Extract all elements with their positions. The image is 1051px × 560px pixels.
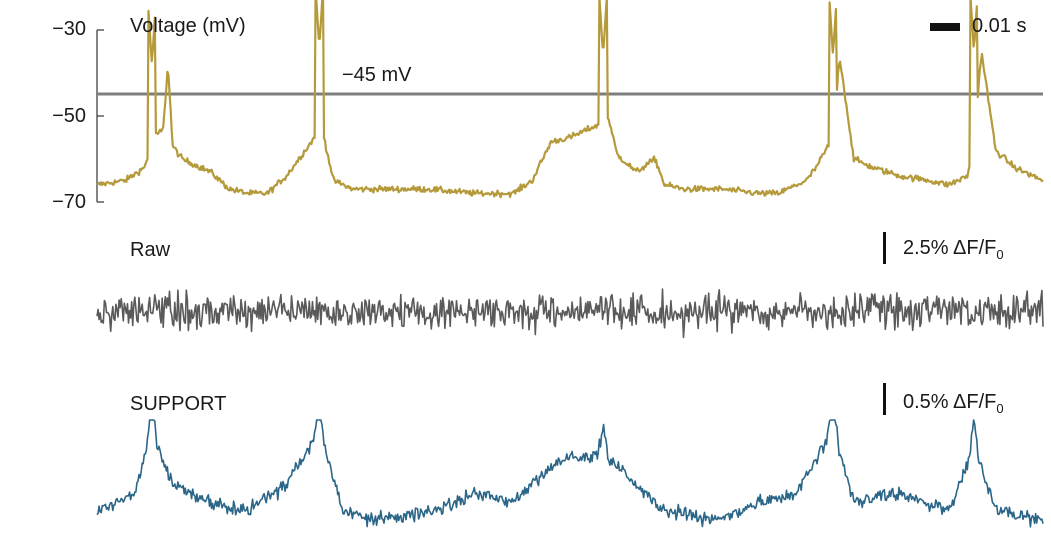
time-scale-label: 0.01 s xyxy=(972,15,1027,37)
support-scale-sub: 0 xyxy=(996,401,1004,416)
support-trace xyxy=(96,419,1044,528)
y-tick-label-minus30: −30 xyxy=(52,18,86,40)
voltage-title: Voltage (mV) xyxy=(130,15,246,37)
time-scale-bar xyxy=(930,23,960,31)
y-tick-label-minus50: −50 xyxy=(52,105,86,127)
raw-scale-sub: 0 xyxy=(996,247,1004,262)
support-scale-bar xyxy=(883,383,886,415)
support-title: SUPPORT xyxy=(130,393,227,415)
voltage-panel xyxy=(96,0,1044,203)
support-scale-text: 0.5% ΔF/F xyxy=(903,391,997,413)
raw-title: Raw xyxy=(130,239,171,261)
raw-scale-label: 2.5% ΔF/F0 xyxy=(903,237,1004,261)
y-tick-label-minus70: −70 xyxy=(52,191,86,213)
threshold-label: −45 mV xyxy=(342,64,412,86)
raw-trace xyxy=(96,288,1044,339)
raw-scale-text: 2.5% ΔF/F xyxy=(903,237,997,259)
support-scale-label: 0.5% ΔF/F0 xyxy=(903,391,1004,415)
raw-scale-bar xyxy=(883,232,886,264)
voltage-trace xyxy=(96,0,1044,199)
